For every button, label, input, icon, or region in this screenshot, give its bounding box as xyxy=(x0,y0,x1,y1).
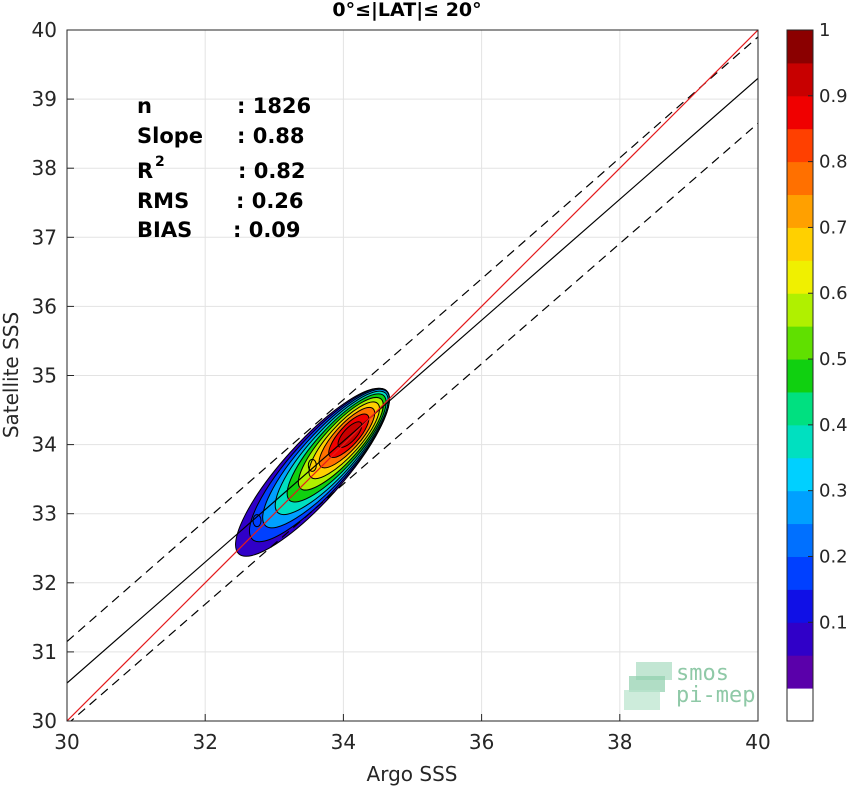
x-axis-ticks: 30 32 34 36 38 40 xyxy=(54,714,771,754)
logo-waves-icon xyxy=(624,662,672,710)
colorbar-segment xyxy=(787,260,813,294)
y-tick-label: 38 xyxy=(32,156,57,180)
colorbar-segment xyxy=(787,326,813,360)
x-tick-label: 32 xyxy=(192,730,217,754)
colorbar-segment xyxy=(787,655,813,689)
stat-value: : 0.88 xyxy=(237,124,305,148)
stat-superscript: 2 xyxy=(155,154,165,170)
stat-label: n xyxy=(137,94,152,118)
colorbar-segment xyxy=(787,161,813,196)
colorbar-segment xyxy=(787,194,813,228)
stat-value: : 0.26 xyxy=(236,189,304,213)
colorbar-tick-label: 0.8 xyxy=(819,152,848,173)
x-tick-label: 34 xyxy=(331,730,356,754)
y-axis-ticks: 30 31 32 33 34 35 36 37 38 39 40 xyxy=(32,18,74,733)
x-tick-label: 30 xyxy=(54,730,79,754)
colorbar-segment xyxy=(787,128,813,163)
y-axis-label: Satellite SSS xyxy=(0,312,23,438)
y-tick-label: 33 xyxy=(32,502,57,526)
colorbar-frame xyxy=(786,29,814,722)
y-tick-label: 37 xyxy=(32,225,57,249)
stat-label: BIAS xyxy=(137,218,192,242)
logo: smos pi-mep xyxy=(624,661,755,710)
colorbar-segment xyxy=(787,424,813,459)
stat-label: R xyxy=(137,159,153,183)
chart-title: 0°≤|LAT|≤ 20° xyxy=(332,0,481,21)
colorbar-tick-label: 0.5 xyxy=(819,349,848,370)
colorbar-segment xyxy=(787,227,813,261)
statistics-box: n : 1826 Slope : 0.88 R 2 : 0.82 RMS : 0.26 BIAS:… xyxy=(137,94,311,242)
stat-value: : 0.82 xyxy=(238,159,306,183)
stat-label: Slope xyxy=(137,124,203,148)
y-tick-label: 30 xyxy=(32,709,57,733)
identity-line xyxy=(67,30,758,721)
colorbar-tick-label: 0.3 xyxy=(819,481,848,502)
logo-text-smos: smos xyxy=(676,661,729,686)
colorbar-tick-label: 1 xyxy=(819,20,830,41)
colorbar-segment xyxy=(787,62,813,97)
colorbar-segment xyxy=(787,359,813,393)
colorbar-segment xyxy=(787,30,813,64)
y-tick-label: 32 xyxy=(32,571,57,595)
reference-lines xyxy=(67,30,758,721)
colorbar-segment xyxy=(787,556,813,590)
y-tick-label: 36 xyxy=(32,294,57,318)
colorbar-segment xyxy=(787,95,813,130)
x-tick-label: 36 xyxy=(469,730,494,754)
colorbar-segment xyxy=(787,391,813,426)
stat-label: RMS xyxy=(137,189,189,213)
regression-line xyxy=(67,77,758,684)
stat-value: : 1826 xyxy=(237,94,311,118)
colorbar-tick-label: 0.1 xyxy=(819,612,848,633)
upper-bound-line xyxy=(67,36,758,642)
colorbar-tick-label: 0.6 xyxy=(819,283,848,304)
colorbar-segment xyxy=(787,457,813,492)
colorbar-tick-label: 0.7 xyxy=(819,217,848,238)
stat-value: : 0.09 xyxy=(233,218,301,242)
y-tick-label: 34 xyxy=(32,433,57,457)
y-tick-label: 31 xyxy=(32,640,57,664)
colorbar-tick-label: 0.4 xyxy=(819,415,848,436)
colorbar-segment xyxy=(787,589,813,623)
x-tick-label: 38 xyxy=(607,730,632,754)
x-axis-label: Argo SSS xyxy=(367,762,458,786)
colorbar-segment xyxy=(787,688,813,722)
colorbar xyxy=(787,30,813,722)
colorbar-segment xyxy=(787,622,813,656)
colorbar-segment xyxy=(787,490,813,525)
colorbar-segment xyxy=(787,523,813,557)
lower-bound-line xyxy=(70,122,758,721)
logo-text-pimep: pi-mep xyxy=(676,683,755,708)
y-tick-label: 40 xyxy=(32,18,57,42)
colorbar-segment xyxy=(787,293,813,327)
y-tick-label: 39 xyxy=(32,87,57,111)
colorbar-ticks: 0.1 0.2 0.3 0.4 0.5 0.6 0.7 0.8 0.9 1 xyxy=(808,20,848,633)
colorbar-tick-label: 0.9 xyxy=(819,86,848,107)
y-tick-label: 35 xyxy=(32,364,57,388)
x-tick-label: 40 xyxy=(745,730,770,754)
colorbar-tick-label: 0.2 xyxy=(819,546,848,567)
